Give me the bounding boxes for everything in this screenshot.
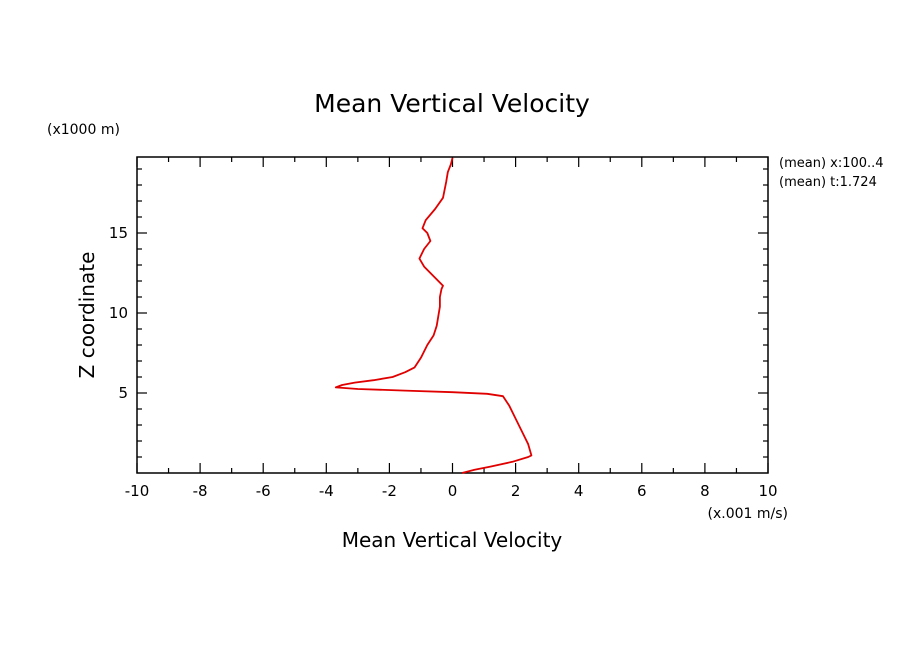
x-axis-label: Mean Vertical Velocity bbox=[342, 528, 563, 552]
x-tick-label: 6 bbox=[637, 482, 647, 500]
x-tick-label: -8 bbox=[193, 482, 208, 500]
x-tick-label: -4 bbox=[319, 482, 334, 500]
annotation-t-mean: (mean) t:1.724 bbox=[779, 175, 877, 190]
y-tick-label: 15 bbox=[109, 224, 128, 242]
y-tick-label: 10 bbox=[109, 304, 128, 322]
x-tick-label: 2 bbox=[511, 482, 521, 500]
x-tick-label: 4 bbox=[574, 482, 584, 500]
x-units-label: (x.001 m/s) bbox=[708, 506, 788, 522]
plot-frame bbox=[136, 156, 769, 474]
y-tick-label: 5 bbox=[118, 384, 128, 402]
series-layer bbox=[334, 157, 533, 474]
x-tick-label: -10 bbox=[125, 482, 150, 500]
y-units-label: (x1000 m) bbox=[47, 122, 120, 138]
x-tick-label: 0 bbox=[448, 482, 458, 500]
chart-title: Mean Vertical Velocity bbox=[314, 89, 590, 118]
x-tick-label: 10 bbox=[758, 482, 777, 500]
x-tick-label: -2 bbox=[382, 482, 397, 500]
y-axis-ticks: 5 10 15 bbox=[109, 168, 768, 458]
annotation-x-mean: (mean) x:100..4 bbox=[779, 156, 884, 171]
x-tick-label: -6 bbox=[256, 482, 271, 500]
y-axis-label: Z coordinate bbox=[75, 252, 99, 379]
x-tick-label: 8 bbox=[700, 482, 710, 500]
series-line-1 bbox=[334, 157, 533, 474]
x-axis-ticks: -10 -8 -6 -4 -2 0 2 4 6 8 10 bbox=[125, 157, 778, 500]
